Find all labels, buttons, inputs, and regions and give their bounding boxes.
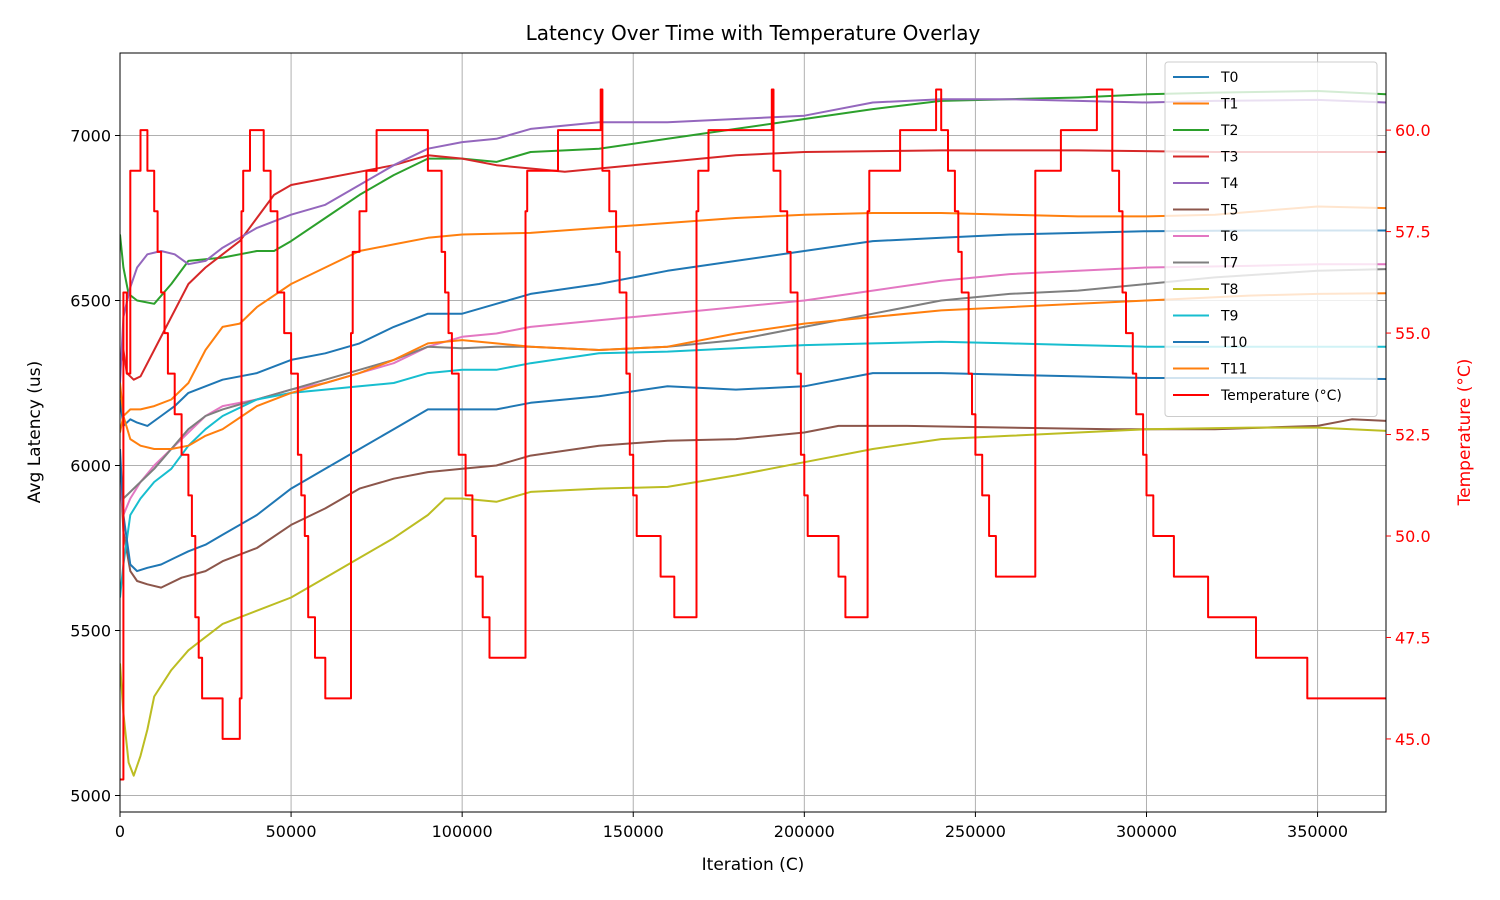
y2-axis-ticks: 45.0 47.5 50.0 52.5 55.0 57.5 60.0 bbox=[1386, 121, 1431, 749]
y-axis-ticks: 5000 5500 6000 6500 7000 bbox=[70, 127, 120, 806]
x-axis-label: Iteration (C) bbox=[702, 855, 805, 875]
legend-label: T7 bbox=[1220, 256, 1238, 272]
series-line-t8 bbox=[120, 426, 1386, 777]
plot-frame bbox=[119, 52, 1387, 813]
y2-axis-label: Temperature (°C) bbox=[1455, 359, 1475, 507]
legend-label: T10 bbox=[1220, 335, 1247, 351]
legend-label: T5 bbox=[1220, 203, 1238, 219]
series-line-t0 bbox=[120, 229, 1386, 427]
legend-item: T6 bbox=[1173, 229, 1239, 245]
series-line-t1 bbox=[120, 205, 1386, 433]
y2-tick-label: 47.5 bbox=[1395, 628, 1431, 647]
y-tick-label: 5000 bbox=[70, 787, 111, 806]
x-axis-ticks: 0 50000 100000 150000 200000 250000 300000 3500… bbox=[115, 812, 1348, 841]
legend-item: T0 bbox=[1173, 70, 1238, 86]
legend-label: T11 bbox=[1220, 362, 1247, 378]
legend-item: T11 bbox=[1173, 362, 1247, 378]
series-line-t3 bbox=[120, 149, 1386, 381]
y-axis-label: Avg Latency (us) bbox=[25, 361, 45, 503]
x-tick-label: 150000 bbox=[603, 822, 664, 841]
legend-item: T1 bbox=[1173, 97, 1238, 113]
x-tick-label: 100000 bbox=[432, 822, 493, 841]
series-line-t5 bbox=[120, 418, 1386, 589]
legend-label: T4 bbox=[1220, 176, 1239, 192]
x-tick-label: 50000 bbox=[266, 822, 317, 841]
legend-item: T2 bbox=[1173, 123, 1238, 139]
legend-label: T9 bbox=[1220, 309, 1238, 325]
legend-label: Temperature (°C) bbox=[1220, 388, 1342, 404]
series-line-t11 bbox=[120, 292, 1386, 450]
legend-item: T8 bbox=[1173, 282, 1238, 298]
y-tick-label: 6500 bbox=[70, 292, 111, 311]
legend-item: T4 bbox=[1173, 176, 1239, 192]
series-line-temperature-c bbox=[120, 88, 1386, 781]
x-tick-label: 250000 bbox=[945, 822, 1006, 841]
legend-item: T3 bbox=[1173, 150, 1238, 166]
legend-item: T9 bbox=[1173, 309, 1238, 325]
y-tick-label: 6000 bbox=[70, 457, 111, 476]
legend-label: T1 bbox=[1220, 97, 1238, 113]
y2-tick-label: 52.5 bbox=[1395, 426, 1431, 445]
x-tick-label: 200000 bbox=[774, 822, 835, 841]
legend-label: T2 bbox=[1220, 123, 1238, 139]
y2-tick-label: 57.5 bbox=[1395, 223, 1431, 242]
series-line-t9 bbox=[120, 340, 1386, 598]
legend-label: T3 bbox=[1220, 150, 1238, 166]
series-line-t7 bbox=[120, 268, 1386, 500]
y-tick-label: 5500 bbox=[70, 622, 111, 641]
series-lines bbox=[120, 88, 1386, 781]
chart-title: Latency Over Time with Temperature Overl… bbox=[526, 21, 981, 45]
legend-label: T8 bbox=[1220, 282, 1238, 298]
legend-item: Temperature (°C) bbox=[1173, 388, 1342, 404]
legend-item: T10 bbox=[1173, 335, 1247, 351]
legend-label: T0 bbox=[1220, 70, 1238, 86]
legend-item: T7 bbox=[1173, 256, 1238, 272]
y-tick-label: 7000 bbox=[70, 127, 111, 146]
legend: T0 T1 T2 T3 T4 T5 T6 T7 T8 T9 T10 T11 Temperature (°… bbox=[1164, 61, 1378, 417]
x-tick-label: 350000 bbox=[1287, 822, 1348, 841]
y2-tick-label: 45.0 bbox=[1395, 730, 1431, 749]
series-line-t10 bbox=[120, 372, 1386, 573]
x-tick-label: 300000 bbox=[1116, 822, 1177, 841]
y2-tick-label: 55.0 bbox=[1395, 324, 1431, 343]
y2-tick-label: 60.0 bbox=[1395, 121, 1431, 140]
legend-item: T5 bbox=[1173, 203, 1238, 219]
x-tick-label: 0 bbox=[115, 822, 125, 841]
y2-tick-label: 50.0 bbox=[1395, 527, 1431, 546]
legend-box bbox=[1164, 61, 1378, 417]
legend-label: T6 bbox=[1220, 229, 1239, 245]
